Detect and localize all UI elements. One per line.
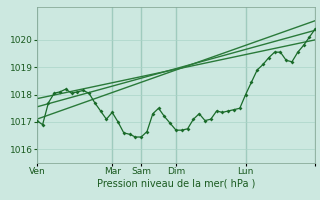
X-axis label: Pression niveau de la mer( hPa ): Pression niveau de la mer( hPa ) [97, 179, 255, 189]
